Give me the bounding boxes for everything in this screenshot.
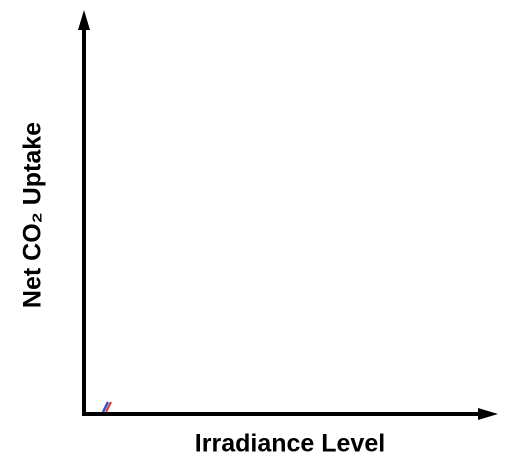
x-axis-label: Irradiance Level bbox=[195, 430, 385, 458]
origin-stroke-blue bbox=[101, 401, 110, 413]
x-axis-arrow bbox=[478, 408, 498, 420]
axes bbox=[78, 10, 498, 420]
y-axis-arrow bbox=[78, 10, 90, 30]
y-axis-label: Net CO₂ Uptake bbox=[19, 122, 47, 308]
origin-stroke bbox=[101, 401, 112, 413]
origin-stroke-red bbox=[105, 401, 112, 413]
